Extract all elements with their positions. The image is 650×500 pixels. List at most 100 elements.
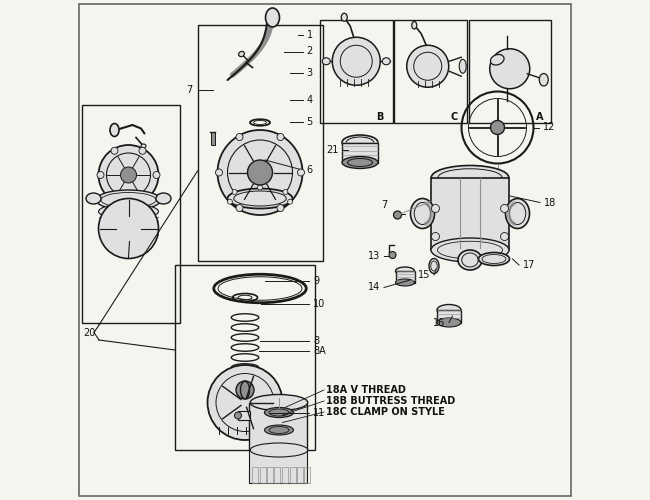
Ellipse shape [342,156,378,168]
Ellipse shape [341,13,347,21]
Circle shape [232,190,237,194]
Ellipse shape [265,425,294,435]
Ellipse shape [491,54,504,65]
Ellipse shape [101,192,156,208]
Bar [249,450,307,482]
Text: 1: 1 [307,30,313,40]
Circle shape [111,196,118,202]
Ellipse shape [382,58,390,64]
Circle shape [500,232,508,240]
Circle shape [248,160,272,185]
Bar [175,265,315,450]
Circle shape [277,204,284,212]
Text: 21: 21 [326,145,339,155]
Circle shape [107,153,151,197]
Circle shape [216,374,274,432]
Text: 7: 7 [187,85,192,95]
Text: 11: 11 [313,408,325,418]
Ellipse shape [156,193,171,204]
Circle shape [236,204,243,212]
Text: 10: 10 [313,299,325,309]
Ellipse shape [438,169,502,186]
Ellipse shape [462,253,478,267]
Bar [259,466,265,482]
Text: 18B BUTTRESS THREAD: 18B BUTTRESS THREAD [326,396,455,406]
Bar [274,466,281,482]
Circle shape [389,252,396,258]
Ellipse shape [429,258,439,274]
Bar [320,20,393,122]
Circle shape [287,200,292,204]
Circle shape [393,211,402,219]
Circle shape [99,198,159,258]
Text: 18: 18 [544,198,556,207]
Circle shape [257,185,263,190]
Text: 14: 14 [368,282,380,292]
Text: A: A [536,112,544,122]
Ellipse shape [240,381,250,399]
Ellipse shape [509,202,526,224]
Circle shape [500,204,508,212]
Bar [282,466,288,482]
Ellipse shape [348,158,372,166]
Ellipse shape [346,137,374,148]
Ellipse shape [227,188,292,208]
Circle shape [207,365,283,440]
Text: 17: 17 [523,260,536,270]
Bar [238,411,250,420]
Circle shape [227,140,292,205]
Text: 18C CLAMP ON STYLE: 18C CLAMP ON STYLE [326,407,445,417]
Circle shape [236,134,243,140]
Ellipse shape [265,408,294,418]
Circle shape [407,46,448,87]
Bar [211,132,214,145]
Ellipse shape [342,135,378,150]
Circle shape [489,49,530,89]
Text: 18A V THREAD: 18A V THREAD [326,385,406,395]
Text: 2: 2 [307,46,313,56]
Text: 3: 3 [307,68,313,78]
Ellipse shape [250,443,307,457]
Circle shape [139,196,146,202]
Ellipse shape [437,242,502,259]
Ellipse shape [322,58,330,64]
Circle shape [120,167,136,183]
Circle shape [298,169,304,176]
Ellipse shape [265,8,280,27]
Circle shape [227,200,233,204]
Ellipse shape [86,193,101,204]
Ellipse shape [458,250,482,270]
Bar [198,25,322,261]
Ellipse shape [99,204,159,219]
Bar [437,310,461,322]
Bar [267,466,273,482]
Circle shape [432,232,439,240]
Bar [395,271,415,282]
Ellipse shape [395,279,415,286]
Bar [297,466,303,482]
Circle shape [236,381,254,399]
Bar [83,105,180,322]
Circle shape [218,130,302,215]
Text: 9: 9 [313,276,319,286]
Ellipse shape [478,252,510,266]
Ellipse shape [141,144,146,148]
Ellipse shape [460,59,466,73]
Circle shape [97,172,104,178]
Circle shape [153,172,160,178]
Ellipse shape [110,124,119,136]
Ellipse shape [234,191,286,206]
Text: C: C [450,112,458,122]
Circle shape [414,52,442,80]
Text: 5: 5 [307,117,313,127]
Circle shape [139,148,146,154]
Ellipse shape [250,394,307,410]
Ellipse shape [414,202,431,224]
Text: 15: 15 [417,270,430,280]
Circle shape [340,45,372,77]
Circle shape [283,190,288,194]
Text: 13: 13 [368,251,380,261]
Ellipse shape [506,198,530,228]
Ellipse shape [437,318,461,327]
Circle shape [432,204,439,212]
